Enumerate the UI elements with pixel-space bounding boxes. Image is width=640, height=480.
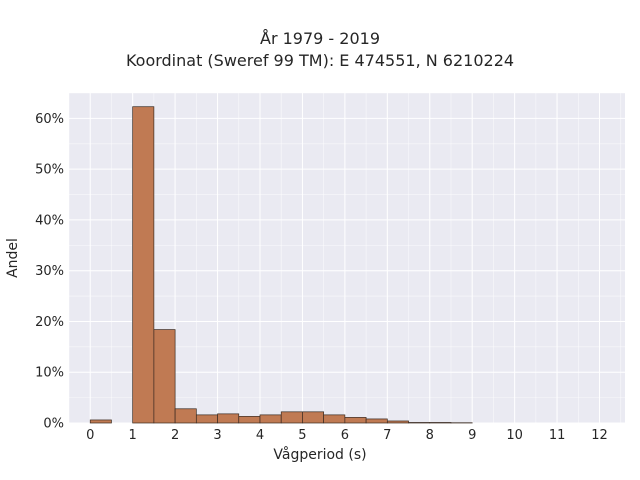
histogram-bar bbox=[408, 422, 431, 424]
y-tick-label: 10% bbox=[35, 366, 64, 381]
histogram-bar bbox=[365, 418, 388, 424]
x-axis-label: Vågperiod (s) bbox=[273, 447, 367, 463]
x-tick-label: 12 bbox=[591, 428, 608, 443]
x-tick-label: 4 bbox=[256, 428, 264, 443]
x-tick-label: 0 bbox=[86, 428, 94, 443]
histogram-bar bbox=[323, 414, 346, 424]
x-tick-label: 7 bbox=[383, 428, 391, 443]
chart-title-line1: År 1979 - 2019 bbox=[260, 29, 380, 48]
histogram-bar bbox=[429, 422, 452, 424]
histogram-bar bbox=[153, 329, 176, 424]
histogram-bar bbox=[344, 417, 367, 424]
histogram-bar bbox=[302, 411, 325, 424]
y-tick-label: 0% bbox=[43, 417, 64, 432]
x-tick-label: 9 bbox=[468, 428, 476, 443]
x-tick-label: 2 bbox=[171, 428, 179, 443]
x-tick-label: 11 bbox=[549, 428, 566, 443]
x-tick-label: 5 bbox=[298, 428, 306, 443]
histogram-bar bbox=[132, 106, 155, 424]
y-tick-label: 30% bbox=[35, 264, 64, 279]
histogram-bar bbox=[280, 411, 303, 424]
x-tick-label: 1 bbox=[129, 428, 137, 443]
histogram-bar bbox=[259, 414, 282, 424]
x-tick-label: 6 bbox=[341, 428, 349, 443]
histogram-bar bbox=[174, 408, 197, 424]
histogram-bar bbox=[386, 420, 409, 424]
x-tick-label: 10 bbox=[506, 428, 523, 443]
y-tick-label: 40% bbox=[35, 213, 64, 228]
histogram-bar bbox=[89, 419, 112, 424]
chart-title-line2: Koordinat (Sweref 99 TM): E 474551, N 62… bbox=[125, 51, 515, 70]
histogram-bar bbox=[217, 413, 240, 424]
histogram-bar bbox=[238, 416, 261, 424]
y-tick-label: 20% bbox=[35, 315, 64, 330]
x-tick-label: 3 bbox=[213, 428, 221, 443]
histogram-bar bbox=[195, 414, 218, 424]
x-tick-label: 8 bbox=[426, 428, 434, 443]
y-tick-label: 50% bbox=[35, 163, 64, 178]
y-tick-label: 60% bbox=[35, 112, 64, 127]
